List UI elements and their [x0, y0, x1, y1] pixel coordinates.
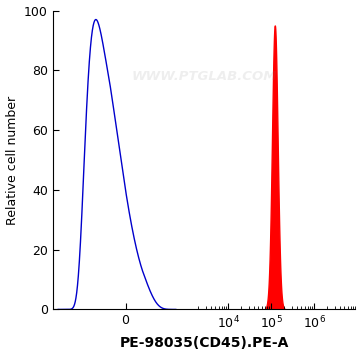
Text: WWW.PTGLAB.COM: WWW.PTGLAB.COM	[131, 70, 277, 83]
X-axis label: PE-98035(CD45).PE-A: PE-98035(CD45).PE-A	[119, 336, 289, 350]
Y-axis label: Relative cell number: Relative cell number	[5, 95, 18, 225]
